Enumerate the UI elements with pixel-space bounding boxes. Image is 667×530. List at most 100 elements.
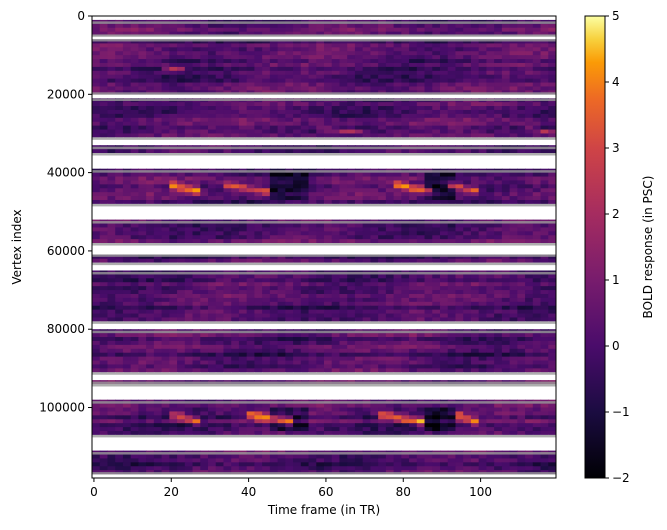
heatmap-cell bbox=[401, 325, 410, 330]
heatmap-cell bbox=[223, 23, 232, 29]
heatmap-cell bbox=[316, 133, 325, 138]
heatmap-cell bbox=[99, 141, 109, 146]
heatmap-cell bbox=[354, 47, 364, 52]
heatmap-cell bbox=[246, 74, 255, 80]
heatmap-cell bbox=[293, 293, 302, 299]
heatmap-cell bbox=[200, 23, 209, 29]
heatmap-cell bbox=[285, 102, 294, 107]
heatmap-cell bbox=[532, 274, 542, 279]
heatmap-cell bbox=[385, 282, 395, 287]
heatmap-cell bbox=[269, 31, 279, 37]
heatmap-cell bbox=[231, 235, 240, 240]
heatmap-cell bbox=[115, 215, 124, 221]
heatmap-cell bbox=[339, 74, 348, 80]
heatmap-cell bbox=[494, 305, 503, 311]
heatmap-cell bbox=[463, 133, 472, 138]
heatmap-cell bbox=[300, 62, 310, 68]
heatmap-cell bbox=[440, 133, 449, 138]
heatmap-cell bbox=[215, 309, 225, 315]
heatmap-cell bbox=[153, 160, 163, 166]
heatmap-cell bbox=[354, 274, 364, 279]
heatmap-cell bbox=[115, 301, 124, 307]
heatmap-cell bbox=[393, 301, 402, 307]
heatmap-cell bbox=[138, 47, 147, 52]
heatmap-cell bbox=[208, 337, 217, 342]
heatmap-cell bbox=[169, 235, 178, 240]
heatmap-cell bbox=[238, 317, 248, 322]
heatmap-cell bbox=[293, 86, 302, 91]
heatmap-cell bbox=[223, 149, 232, 154]
heatmap-cell bbox=[501, 188, 511, 193]
heatmap-cell bbox=[231, 274, 240, 279]
heatmap-cell bbox=[300, 66, 310, 72]
heatmap-cell bbox=[331, 333, 341, 338]
heatmap-cell bbox=[378, 184, 387, 189]
heatmap-cell bbox=[200, 141, 209, 146]
heatmap-cell bbox=[208, 340, 217, 346]
heatmap-cell bbox=[277, 23, 286, 29]
heatmap-cell bbox=[308, 176, 317, 182]
heatmap-cell bbox=[208, 59, 217, 64]
heatmap-cell bbox=[122, 188, 132, 193]
heatmap-cell bbox=[532, 305, 542, 311]
heatmap-cell bbox=[184, 278, 194, 283]
heatmap-cell bbox=[122, 106, 132, 111]
heatmap-cell bbox=[494, 39, 503, 45]
heatmap-cell bbox=[177, 247, 186, 252]
heatmap-cell bbox=[308, 117, 317, 123]
heatmap-cell bbox=[378, 141, 387, 146]
heatmap-cell bbox=[107, 156, 116, 162]
heatmap-cell bbox=[478, 31, 487, 37]
heatmap-cell bbox=[440, 156, 449, 162]
heatmap-cell bbox=[385, 305, 395, 311]
heatmap-cell bbox=[455, 31, 464, 37]
heatmap-cell bbox=[285, 231, 294, 236]
heatmap-cell bbox=[509, 117, 518, 123]
heatmap-cell bbox=[416, 258, 426, 264]
heatmap-cell bbox=[525, 109, 534, 115]
heatmap-cell bbox=[169, 35, 178, 41]
heatmap-cell bbox=[115, 82, 124, 88]
heatmap-cell bbox=[92, 74, 101, 80]
heatmap-cell bbox=[99, 278, 109, 283]
heatmap-cell bbox=[447, 258, 457, 264]
heatmap-cell bbox=[532, 325, 542, 330]
heatmap-cell bbox=[362, 70, 371, 76]
heatmap-cell bbox=[107, 94, 116, 99]
heatmap-cell bbox=[478, 184, 487, 189]
heatmap-cell bbox=[308, 23, 317, 29]
heatmap-cell bbox=[130, 43, 139, 48]
heatmap-cell bbox=[115, 235, 124, 240]
heatmap-cell bbox=[331, 282, 341, 287]
heatmap-cell bbox=[409, 106, 418, 111]
heatmap-cell bbox=[293, 164, 302, 170]
heatmap-cell bbox=[177, 258, 186, 264]
heatmap-cell bbox=[362, 106, 371, 111]
heatmap-cell bbox=[130, 121, 139, 127]
heatmap-cell bbox=[393, 235, 402, 240]
heatmap-cell bbox=[238, 333, 248, 338]
heatmap-cell bbox=[440, 282, 449, 287]
heatmap-cell bbox=[517, 113, 526, 119]
heatmap-cell bbox=[153, 286, 163, 291]
heatmap-cell bbox=[416, 337, 426, 342]
heatmap-cell bbox=[401, 35, 410, 41]
heatmap-cell bbox=[517, 227, 526, 232]
heatmap-cell bbox=[246, 196, 255, 201]
heatmap-cell bbox=[208, 301, 217, 307]
heatmap-cell bbox=[262, 117, 271, 123]
heatmap-cell bbox=[362, 117, 371, 123]
heatmap-cell bbox=[548, 223, 556, 229]
heatmap-cell bbox=[478, 149, 487, 154]
heatmap-cell bbox=[184, 266, 194, 272]
heatmap-cell bbox=[393, 207, 402, 213]
heatmap-cell bbox=[138, 293, 147, 299]
heatmap-cell bbox=[208, 74, 217, 80]
heatmap-cell bbox=[254, 149, 263, 154]
heatmap-cell bbox=[385, 74, 395, 80]
heatmap-cell bbox=[470, 27, 480, 33]
heatmap-cell bbox=[525, 337, 534, 342]
heatmap-cell bbox=[153, 141, 163, 146]
heatmap-cell bbox=[424, 282, 433, 287]
heatmap-cell bbox=[354, 86, 364, 91]
